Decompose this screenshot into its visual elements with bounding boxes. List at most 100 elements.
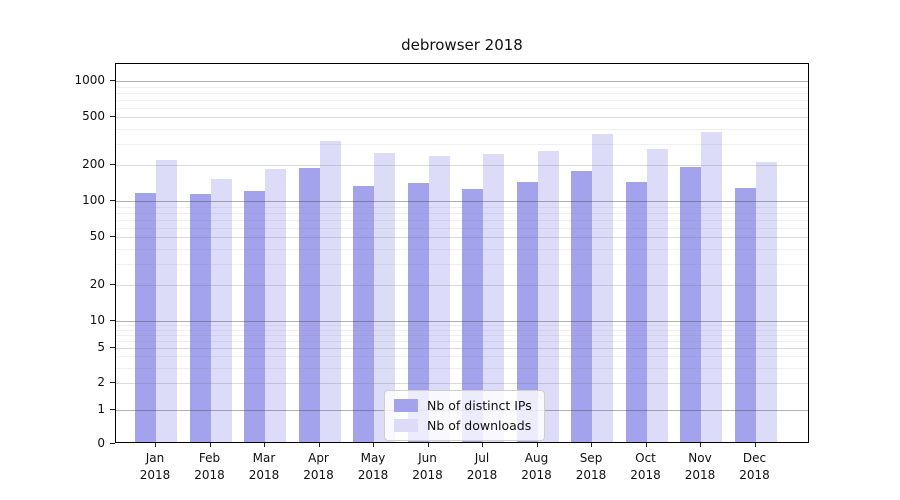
y-tick-label-100: 100 <box>82 193 105 207</box>
x-tick-mark-may <box>373 443 374 447</box>
x-tick-label-dec: Dec 2018 <box>739 451 770 482</box>
gridline-40 <box>116 248 808 250</box>
y-tick-mark-0 <box>110 443 115 444</box>
x-tick-mark-aug <box>536 443 538 447</box>
y-tick-mark-50 <box>110 236 115 238</box>
chart-title: debrowser 2018 <box>401 36 523 54</box>
bar-downloads-jan <box>156 160 177 442</box>
bar-ips-mar <box>244 191 265 442</box>
x-tick-label-apr: Apr 2018 <box>303 451 334 482</box>
bar-downloads-dec <box>755 162 777 442</box>
gridline-2 <box>116 383 808 385</box>
x-tick-label-nov: Nov 2018 <box>684 451 716 482</box>
y-tick-mark-2 <box>110 382 115 384</box>
bar-ips-nov <box>680 167 701 442</box>
x-tick-mark-apr <box>318 443 320 447</box>
gridline-600 <box>116 107 808 109</box>
y-tick-mark-5 <box>110 346 115 348</box>
bar-downloads-feb <box>210 178 232 442</box>
bar-ips-may <box>353 186 374 442</box>
gridline-9 <box>116 325 808 327</box>
y-tick-mark-500 <box>110 116 115 118</box>
gridline-5 <box>116 347 808 349</box>
gridline-30 <box>116 263 808 265</box>
y-tick-mark-1000 <box>110 80 115 81</box>
bar-ips-apr <box>298 168 320 442</box>
gridline-700 <box>116 99 808 101</box>
gridline-4 <box>116 356 808 358</box>
bar-downloads-jun <box>428 155 450 442</box>
bar-ips-sep <box>571 170 592 442</box>
bar-downloads-jul <box>483 154 504 442</box>
y-tick-mark-100 <box>110 200 115 201</box>
gridline-60 <box>116 227 808 229</box>
y-tick-label-500: 500 <box>82 109 105 124</box>
legend-label: Nb of downloads <box>427 418 532 433</box>
x-tick-label-jun: Jun 2018 <box>412 451 443 482</box>
gridline-90 <box>116 206 808 208</box>
legend-swatch-icon <box>394 419 418 432</box>
bar-downloads-apr <box>319 140 341 442</box>
gridline-8 <box>116 329 808 331</box>
gridline-20 <box>116 284 808 286</box>
y-tick-mark-1 <box>110 409 115 410</box>
x-tick-mark-jun <box>427 443 429 447</box>
x-tick-label-oct: Oct 2018 <box>630 451 661 482</box>
legend-label: Nb of distinct IPs <box>427 398 532 413</box>
legend-swatch-icon <box>394 399 418 412</box>
gridline-3 <box>116 367 808 369</box>
x-tick-label-mar: Mar 2018 <box>248 451 280 482</box>
bar-downloads-sep <box>592 134 613 442</box>
y-tick-mark-20 <box>110 283 115 285</box>
bar-ips-feb <box>189 194 211 442</box>
x-tick-mark-sep <box>591 443 592 447</box>
y-tick-label-1: 1 <box>97 402 105 416</box>
gridline-500 <box>116 117 808 119</box>
gridline-7 <box>116 334 808 336</box>
gridline-10 <box>116 321 808 322</box>
gridline-50 <box>116 237 808 239</box>
bar-ips-oct <box>625 181 647 442</box>
y-tick-mark-200 <box>110 163 115 165</box>
gridline-80 <box>116 212 808 214</box>
y-tick-mark-10 <box>110 320 115 321</box>
x-tick-label-jan: Jan 2018 <box>139 451 171 482</box>
y-tick-label-50: 50 <box>89 229 105 244</box>
bar-downloads-aug <box>537 150 559 442</box>
legend-item-0: Nb of distinct IPs <box>394 398 532 413</box>
gridline-6 <box>116 340 808 342</box>
legend-item-1: Nb of downloads <box>394 418 532 433</box>
y-tick-label-2: 2 <box>97 375 105 390</box>
bar-downloads-nov <box>701 131 722 442</box>
x-tick-mark-dec <box>754 443 756 447</box>
gridline-300 <box>116 143 808 145</box>
gridline-200 <box>116 164 808 166</box>
x-tick-mark-jan <box>155 443 156 447</box>
y-tick-label-5: 5 <box>97 339 105 354</box>
x-tick-label-feb: Feb 2018 <box>194 451 225 482</box>
x-tick-mark-mar <box>264 443 265 447</box>
x-tick-label-aug: Aug 2018 <box>521 451 552 482</box>
bar-downloads-mar <box>265 169 286 442</box>
x-tick-mark-jul <box>482 443 483 447</box>
gridline-1000 <box>116 81 808 82</box>
y-tick-label-10: 10 <box>89 313 105 327</box>
bar-ips-jun <box>407 183 429 442</box>
x-tick-mark-oct <box>645 443 647 447</box>
x-tick-mark-nov <box>700 443 701 447</box>
y-tick-label-1000: 1000 <box>74 73 105 87</box>
x-tick-label-sep: Sep 2018 <box>575 451 607 482</box>
y-tick-label-20: 20 <box>89 276 105 291</box>
bar-ips-dec <box>734 187 756 442</box>
x-tick-label-jul: Jul 2018 <box>466 451 498 482</box>
gridline-400 <box>116 128 808 130</box>
bar-downloads-oct <box>646 149 668 442</box>
legend: Nb of distinct IPs Nb of downloads <box>384 390 545 441</box>
bar-ips-aug <box>516 182 538 442</box>
plot-area: Nb of distinct IPs Nb of downloads <box>115 63 809 443</box>
x-tick-mark-feb <box>209 443 211 447</box>
bar-downloads-may <box>374 153 395 442</box>
y-tick-label-0: 0 <box>97 436 105 450</box>
gridline-800 <box>116 92 808 94</box>
